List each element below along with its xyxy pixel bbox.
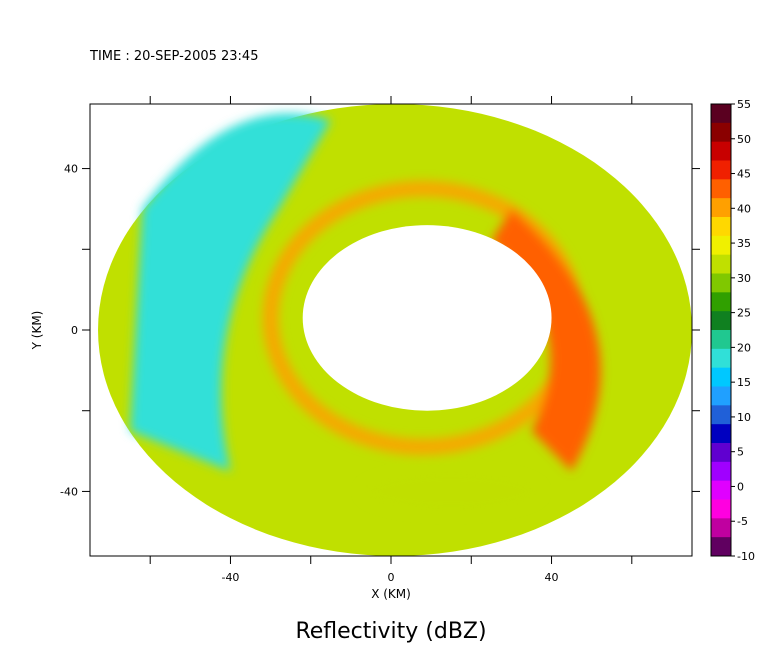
colorbar-segment [711, 160, 731, 180]
colorbar-segment [711, 367, 731, 387]
colorbar-tick-label: 50 [737, 133, 751, 146]
y-axis-label: Y (KM) [30, 311, 44, 351]
colorbar-tick-label: 10 [737, 411, 751, 424]
x-axis-label: X (KM) [371, 587, 411, 601]
y-tick-label: 0 [71, 324, 78, 337]
colorbar-tick-label: 45 [737, 168, 751, 181]
colorbar-segment [711, 461, 731, 482]
colorbar-segment [711, 386, 731, 406]
x-tick-label: -40 [221, 571, 239, 584]
plot-area [98, 104, 692, 556]
colorbar-segment [711, 254, 731, 274]
x-tick-label: 40 [545, 571, 559, 584]
colorbar-tick-label: 5 [737, 446, 744, 459]
x-tick-label: 0 [388, 571, 395, 584]
colorbar-segment [711, 235, 731, 256]
colorbar-segment [711, 141, 731, 161]
rainband [130, 113, 331, 472]
colorbar-tick-label: 35 [737, 237, 751, 250]
colorbar-segment [711, 311, 731, 331]
y-tick-label: -40 [60, 485, 78, 498]
colorbar-segment [711, 348, 731, 369]
colorbar-segment [711, 104, 731, 124]
colorbar-segment [711, 122, 731, 143]
colorbar-segment [711, 518, 731, 538]
rainband [491, 208, 601, 472]
colorbar-segment [711, 405, 731, 425]
colorbar-tick-label: -10 [737, 550, 755, 563]
colorbar-tick-label: 15 [737, 376, 751, 389]
colorbar-tick-label: 25 [737, 307, 751, 320]
y-tick-label: 40 [64, 163, 78, 176]
time-label: TIME : 20-SEP-2005 23:45 [89, 49, 258, 64]
colorbar-segment [711, 198, 731, 218]
colorbar-segment [711, 330, 731, 350]
colorbar-segment [711, 537, 731, 557]
colorbar-frame [710, 103, 732, 557]
colorbar-segment [711, 443, 731, 463]
colorbar-tick-label: -5 [737, 515, 748, 528]
colorbar-segment [711, 273, 731, 293]
eye-region [302, 225, 552, 411]
colorbar-segment [711, 499, 731, 519]
colorbar-segment [711, 480, 731, 500]
colorbar-tick-label: 55 [737, 98, 751, 111]
colorbar-segment [711, 292, 731, 312]
colorbar-segment [711, 424, 731, 444]
colorbar-tick-label: 40 [737, 202, 751, 215]
colorbar-segment [711, 179, 731, 199]
x-ticks: -40 0 40 [149, 96, 633, 584]
colorbar-segment [711, 217, 731, 237]
colorbar-tick-label: 20 [737, 341, 751, 354]
y-ticks: 40 0 -40 [60, 163, 700, 498]
colorbar-tick-label: 0 [737, 480, 744, 493]
colorbar-tick-label: 30 [737, 272, 751, 285]
chart-title: Reflectivity (dBZ) [295, 619, 486, 644]
rainband [361, 469, 542, 514]
